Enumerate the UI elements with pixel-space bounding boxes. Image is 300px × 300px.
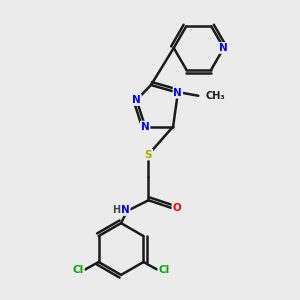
- Text: H: H: [112, 205, 120, 215]
- Text: N: N: [173, 88, 182, 98]
- Text: N: N: [121, 205, 130, 215]
- Text: Cl: Cl: [73, 265, 84, 275]
- Text: N: N: [132, 95, 141, 105]
- Text: Cl: Cl: [158, 265, 169, 275]
- Text: N: N: [141, 122, 149, 132]
- Text: O: O: [172, 203, 181, 213]
- Text: S: S: [145, 150, 152, 160]
- Text: CH₃: CH₃: [205, 91, 225, 101]
- Text: N: N: [219, 43, 228, 53]
